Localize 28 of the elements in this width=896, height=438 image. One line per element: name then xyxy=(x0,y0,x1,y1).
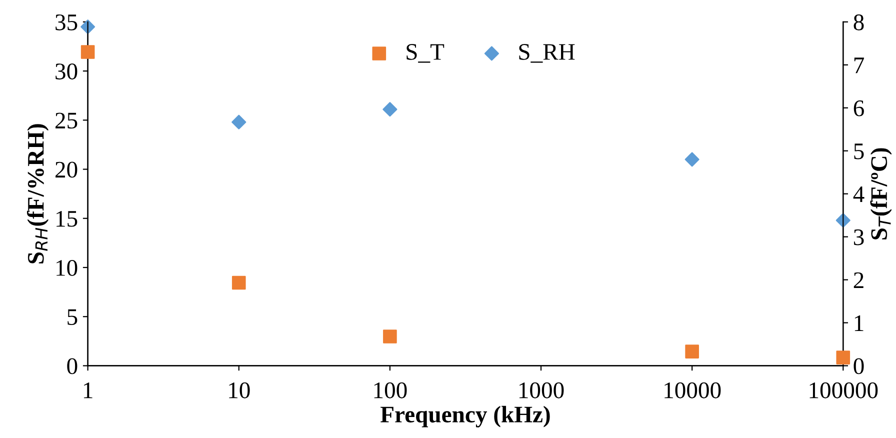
y2-axis-title: S$_{T}$(fF/ºC) xyxy=(870,148,892,240)
y2-tick-label: 1 xyxy=(854,315,864,331)
x-tick-label: 100 xyxy=(374,382,407,398)
y2-tick-label: 7 xyxy=(854,58,864,74)
legend-label: S_RH xyxy=(519,44,575,63)
y-tick-label: 35 xyxy=(56,14,78,30)
y2-tick-label: 0 xyxy=(854,358,864,374)
y-tick-label: 30 xyxy=(56,64,78,80)
y2-tick-label: 5 xyxy=(854,144,864,160)
x-axis-title: Frequency (kHz) xyxy=(380,406,550,428)
y-tick-label: 0 xyxy=(67,358,78,374)
x-tick-label: 1000 xyxy=(519,382,564,398)
y-tick-label: 10 xyxy=(56,260,78,276)
y2-tick-label: 8 xyxy=(854,14,864,30)
y2-tick-label: 2 xyxy=(854,272,864,288)
y2-tick-label: 6 xyxy=(854,100,864,116)
y-tick-label: 15 xyxy=(56,210,78,227)
x-tick-label: 10 xyxy=(229,382,250,398)
x-tick-label: 1 xyxy=(84,382,92,398)
x-tick-label: 10000 xyxy=(664,382,721,398)
y-tick-label: 25 xyxy=(56,112,78,129)
y2-tick-label: 4 xyxy=(853,186,864,202)
y2-tick-label: 3 xyxy=(854,229,864,246)
y-tick-label: 5 xyxy=(68,309,78,326)
legend-label: S_T xyxy=(406,44,444,63)
y-tick-label: 20 xyxy=(56,162,78,178)
x-tick-label: 100000 xyxy=(810,382,878,398)
y-axis-title: S$_{RH}$(fF/%RH) xyxy=(26,124,49,264)
